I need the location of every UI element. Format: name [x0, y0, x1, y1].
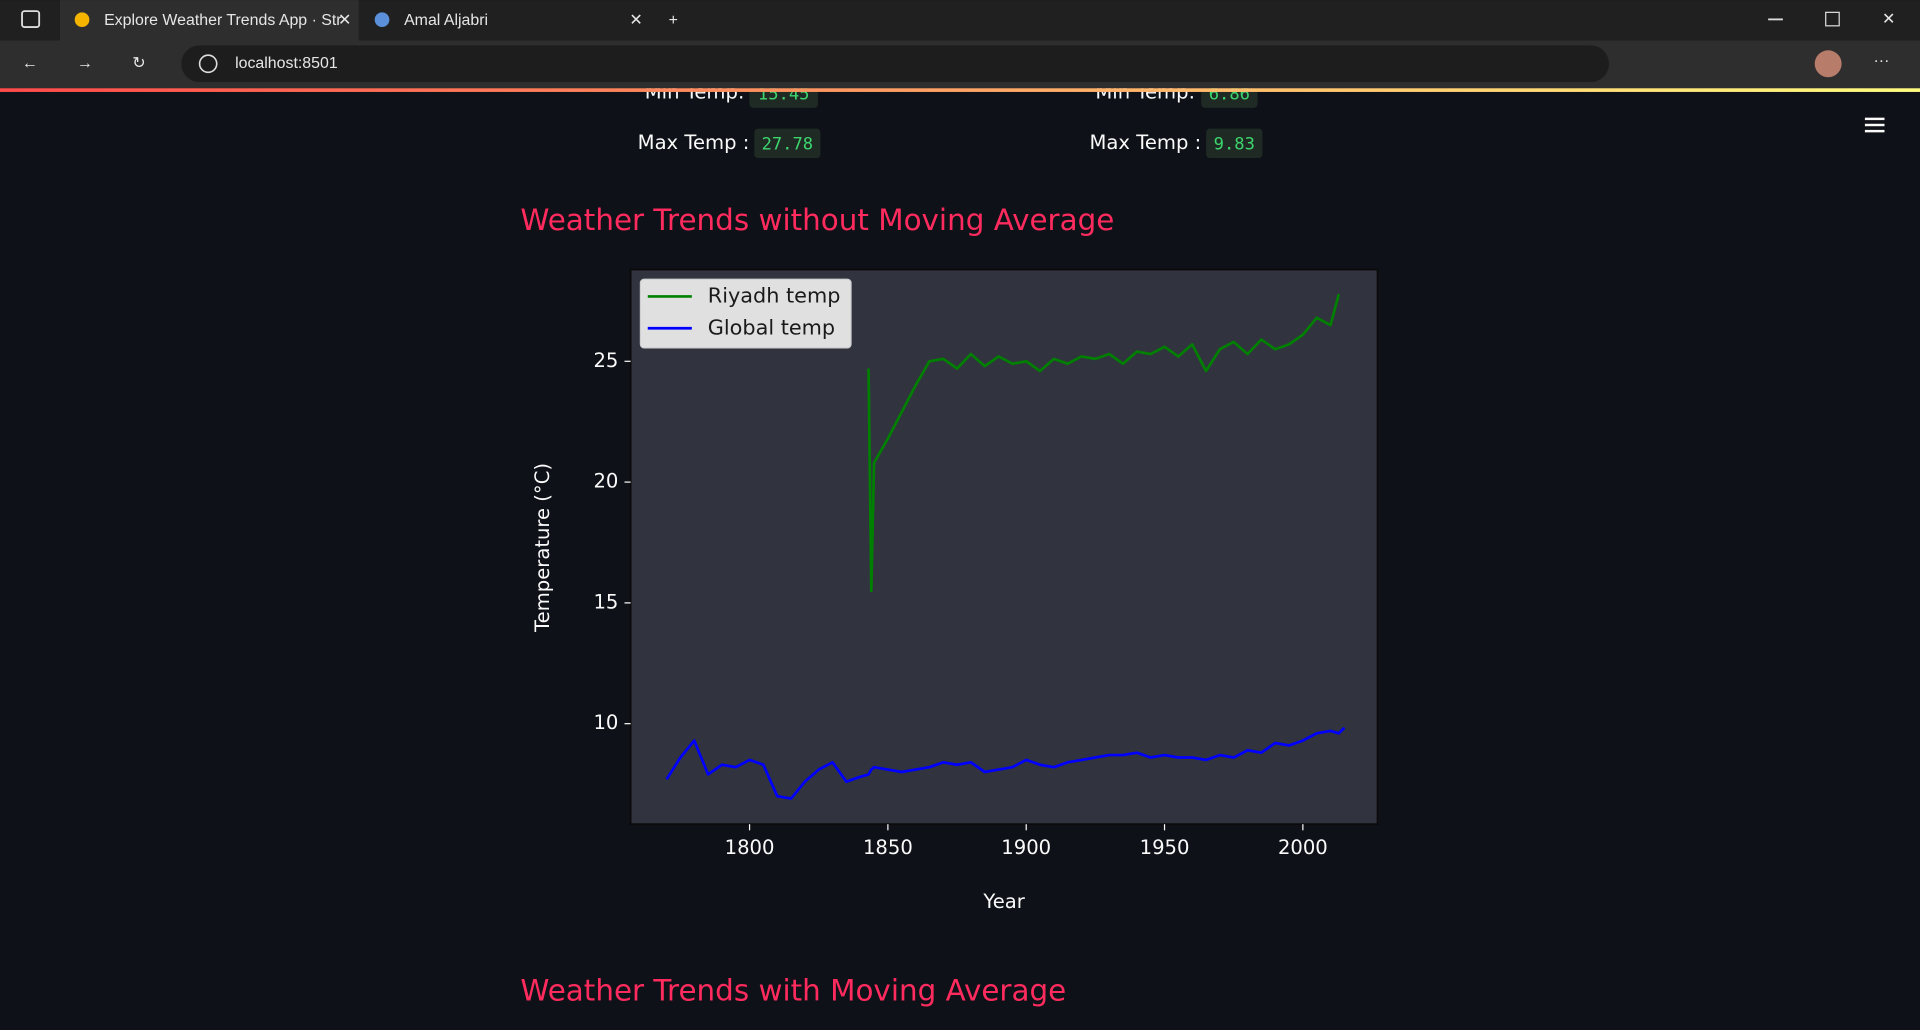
more[interactable]: ··· [1873, 53, 1889, 70]
stat-label: Max Temp : [638, 131, 750, 154]
tab-icon [74, 12, 90, 28]
tab-title[interactable]: Explore Weather Trends App · Str [104, 12, 342, 29]
close-tab[interactable]: ✕ [338, 12, 351, 29]
y-tick-label: 25 [593, 349, 618, 372]
close-tab[interactable]: ✕ [629, 12, 642, 29]
minimize[interactable] [1768, 18, 1783, 21]
legend: Riyadh temp Global temp [639, 278, 852, 349]
legend-box [639, 278, 852, 349]
profile[interactable] [1814, 50, 1842, 78]
reload[interactable]: ↻ [132, 55, 145, 72]
plot-area [629, 268, 1379, 826]
chip [754, 128, 821, 159]
series-line [867, 293, 1341, 593]
tab-title[interactable]: Amal Aljabri [404, 12, 488, 29]
tab-actions[interactable] [21, 10, 41, 28]
x-tick-label: 1900 [1001, 836, 1051, 859]
address-bar[interactable] [181, 45, 1609, 83]
heading: Weather Trends with Moving Average [520, 973, 1066, 1007]
heading: Weather Trends without Moving Average [520, 203, 1114, 237]
series-line [665, 726, 1346, 800]
menu-icon[interactable] [1864, 117, 1885, 133]
restore[interactable] [1825, 11, 1840, 27]
site-info[interactable] [198, 54, 218, 74]
legend-label: Riyadh temp [708, 283, 841, 307]
new-tab[interactable]: + [669, 12, 678, 29]
y-tick-label: 10 [593, 711, 618, 734]
stat-label: Max Temp : [1090, 131, 1202, 154]
x-tick-label: 1800 [725, 836, 775, 859]
forward[interactable]: → [77, 55, 93, 72]
stat-value: 9.83 [1214, 135, 1255, 155]
app-decoration [0, 88, 1920, 92]
close-window[interactable]: ✕ [1882, 11, 1895, 28]
chip [1206, 128, 1263, 159]
url[interactable]: localhost:8501 [235, 55, 338, 72]
back[interactable]: ← [22, 55, 38, 72]
x-tick-label: 1850 [863, 836, 913, 859]
legend-label: Global temp [708, 315, 835, 339]
x-tick-label: 2000 [1278, 836, 1328, 859]
tab-icon [374, 12, 390, 28]
y-tick-label: 20 [593, 470, 618, 493]
x-axis-label: Year [982, 890, 1025, 913]
x-tick-label: 1950 [1140, 836, 1190, 859]
active-tab[interactable] [60, 0, 359, 41]
stat-value: 27.78 [762, 135, 814, 155]
y-tick-label: 15 [593, 590, 618, 613]
y-axis-label: Temperature (°C) [531, 463, 554, 633]
